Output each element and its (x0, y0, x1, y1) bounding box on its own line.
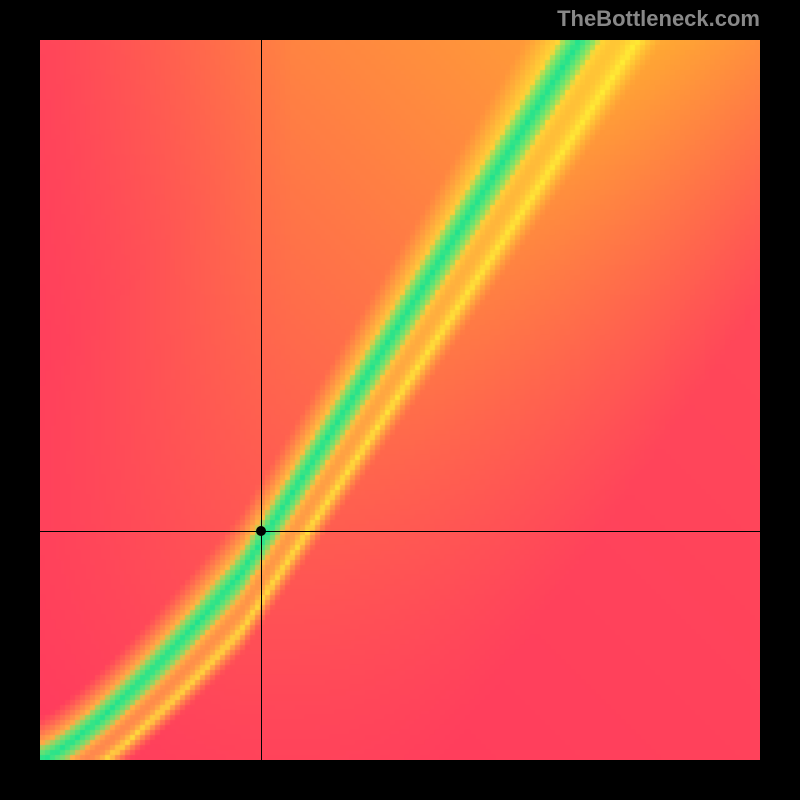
watermark-text: TheBottleneck.com (557, 6, 760, 32)
crosshair-vertical (261, 40, 262, 760)
marker-dot (256, 526, 266, 536)
heatmap-canvas (40, 40, 760, 760)
plot-area (40, 40, 760, 760)
crosshair-horizontal (40, 531, 760, 532)
